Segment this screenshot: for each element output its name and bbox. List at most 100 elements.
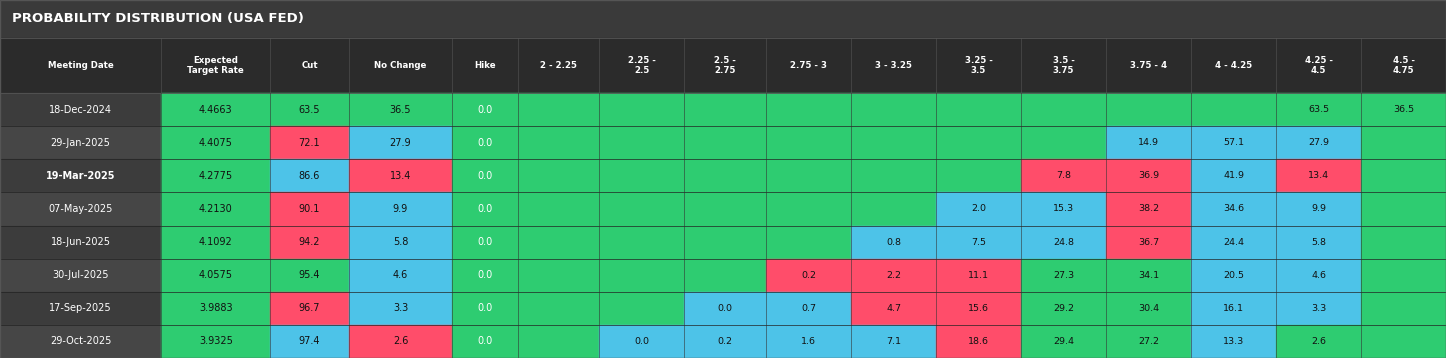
- Bar: [518, 292, 599, 325]
- Bar: [852, 226, 936, 258]
- Text: 3 - 3.25: 3 - 3.25: [875, 61, 912, 70]
- Text: 27.9: 27.9: [389, 138, 411, 148]
- Text: 13.4: 13.4: [1309, 171, 1329, 180]
- Text: 0.0: 0.0: [477, 138, 493, 148]
- Bar: [599, 93, 684, 126]
- Text: 18-Jun-2025: 18-Jun-2025: [51, 237, 111, 247]
- Text: 3.9325: 3.9325: [198, 337, 233, 347]
- Text: 30-Jul-2025: 30-Jul-2025: [52, 270, 108, 280]
- Text: 57.1: 57.1: [1223, 138, 1244, 147]
- Text: 24.8: 24.8: [1053, 238, 1074, 247]
- Text: 29.2: 29.2: [1053, 304, 1074, 313]
- Text: 9.9: 9.9: [1312, 204, 1326, 213]
- Bar: [1106, 93, 1192, 126]
- Text: 9.9: 9.9: [393, 204, 408, 214]
- Bar: [1106, 325, 1192, 358]
- Bar: [936, 226, 1021, 258]
- Text: 29-Oct-2025: 29-Oct-2025: [51, 337, 111, 347]
- Text: 15.6: 15.6: [967, 304, 989, 313]
- Bar: [936, 159, 1021, 192]
- Text: 0.7: 0.7: [801, 304, 816, 313]
- Bar: [1275, 292, 1361, 325]
- Text: 4.25 -
4.5: 4.25 - 4.5: [1304, 56, 1333, 75]
- Bar: [162, 93, 270, 126]
- Bar: [0, 292, 1446, 325]
- Text: 97.4: 97.4: [299, 337, 320, 347]
- Bar: [684, 292, 766, 325]
- Bar: [1106, 292, 1192, 325]
- Text: 24.4: 24.4: [1223, 238, 1244, 247]
- Bar: [162, 192, 270, 226]
- Text: 34.6: 34.6: [1223, 204, 1244, 213]
- Text: 07-May-2025: 07-May-2025: [49, 204, 113, 214]
- Bar: [0, 126, 1446, 159]
- Bar: [270, 325, 348, 358]
- Bar: [599, 126, 684, 159]
- Bar: [1106, 159, 1192, 192]
- Text: 0.0: 0.0: [477, 105, 493, 115]
- Text: 94.2: 94.2: [299, 237, 320, 247]
- Text: 29-Jan-2025: 29-Jan-2025: [51, 138, 110, 148]
- Text: 14.9: 14.9: [1138, 138, 1160, 147]
- Bar: [1275, 258, 1361, 292]
- Text: 15.3: 15.3: [1053, 204, 1074, 213]
- Text: Hike: Hike: [474, 61, 496, 70]
- Text: 3.5 -
3.75: 3.5 - 3.75: [1053, 56, 1074, 75]
- Bar: [270, 159, 348, 192]
- Text: 27.3: 27.3: [1053, 271, 1074, 280]
- Bar: [766, 258, 852, 292]
- Bar: [453, 292, 518, 325]
- Text: 4.2130: 4.2130: [200, 204, 233, 214]
- Bar: [936, 126, 1021, 159]
- Text: 2.25 -
2.5: 2.25 - 2.5: [628, 56, 655, 75]
- Bar: [518, 192, 599, 226]
- Text: 3.75 - 4: 3.75 - 4: [1129, 61, 1167, 70]
- Bar: [684, 159, 766, 192]
- Text: 0.0: 0.0: [477, 237, 493, 247]
- Bar: [1192, 192, 1275, 226]
- Text: 5.8: 5.8: [393, 237, 408, 247]
- Bar: [684, 93, 766, 126]
- Bar: [348, 126, 453, 159]
- Bar: [766, 159, 852, 192]
- Bar: [1361, 159, 1446, 192]
- Text: 0.0: 0.0: [477, 337, 493, 347]
- Bar: [0, 258, 1446, 292]
- Bar: [936, 292, 1021, 325]
- Bar: [1361, 192, 1446, 226]
- Text: 95.4: 95.4: [299, 270, 320, 280]
- Text: PROBABILITY DISTRIBUTION (USA FED): PROBABILITY DISTRIBUTION (USA FED): [12, 12, 304, 25]
- Bar: [1192, 159, 1275, 192]
- Text: 0.0: 0.0: [635, 337, 649, 346]
- Text: 4.6: 4.6: [393, 270, 408, 280]
- Bar: [162, 159, 270, 192]
- Text: 4.1092: 4.1092: [200, 237, 233, 247]
- Text: 34.1: 34.1: [1138, 271, 1160, 280]
- Bar: [599, 258, 684, 292]
- Bar: [1106, 258, 1192, 292]
- Text: 5.8: 5.8: [1312, 238, 1326, 247]
- Text: 0.0: 0.0: [477, 303, 493, 313]
- Text: 4.5 -
4.75: 4.5 - 4.75: [1392, 56, 1414, 75]
- Bar: [270, 226, 348, 258]
- Text: Expected
Target Rate: Expected Target Rate: [188, 56, 244, 75]
- Bar: [766, 192, 852, 226]
- Bar: [270, 126, 348, 159]
- Bar: [453, 258, 518, 292]
- Text: 27.2: 27.2: [1138, 337, 1160, 346]
- Bar: [852, 258, 936, 292]
- Bar: [0, 325, 1446, 358]
- Bar: [852, 159, 936, 192]
- Bar: [453, 226, 518, 258]
- Bar: [348, 192, 453, 226]
- Text: 3.3: 3.3: [1312, 304, 1326, 313]
- Text: 0.2: 0.2: [717, 337, 733, 346]
- Bar: [518, 258, 599, 292]
- Bar: [1275, 226, 1361, 258]
- Bar: [684, 126, 766, 159]
- Bar: [1275, 93, 1361, 126]
- Bar: [1106, 226, 1192, 258]
- Bar: [1361, 292, 1446, 325]
- Bar: [599, 192, 684, 226]
- Text: 2.6: 2.6: [1312, 337, 1326, 346]
